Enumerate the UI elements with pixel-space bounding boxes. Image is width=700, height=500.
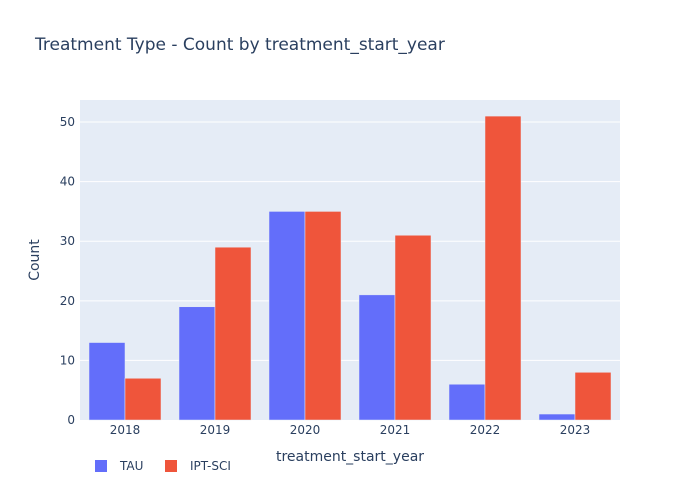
x-tick-label: 2019 (200, 423, 231, 437)
gridlines (80, 121, 620, 361)
bar-ipt-sci-2018[interactable] (124, 378, 162, 421)
y-tick-label: 30 (60, 234, 75, 248)
legend-label: IPT-SCI (190, 459, 231, 473)
y-tick-label: 20 (60, 294, 75, 308)
x-tick-label: 2023 (560, 423, 591, 437)
bars (88, 115, 612, 421)
legend-swatch (95, 460, 107, 472)
y-tick-labels: 0 10 20 30 40 50 (60, 115, 75, 427)
legend-swatch (165, 460, 177, 472)
chart-title: Treatment Type - Count by treatment_star… (34, 35, 445, 55)
y-axis-title: Count (27, 239, 43, 281)
bar-ipt-sci-2023[interactable] (574, 372, 612, 421)
bar-tau-2019[interactable] (178, 306, 216, 421)
y-tick-label: 50 (60, 115, 75, 129)
legend-item-ipt-sci[interactable]: IPT-SCI (165, 459, 231, 473)
bar-tau-2018[interactable] (88, 342, 126, 421)
x-tick-label: 2021 (380, 423, 411, 437)
legend-item-tau[interactable]: TAU (95, 459, 143, 473)
x-tick-label: 2022 (470, 423, 501, 437)
y-tick-label: 0 (67, 413, 75, 427)
legend-label: TAU (119, 459, 143, 473)
bar-ipt-sci-2020[interactable] (304, 211, 342, 421)
bar-ipt-sci-2019[interactable] (214, 246, 252, 421)
bar-tau-2023[interactable] (538, 413, 576, 421)
bar-tau-2020[interactable] (268, 211, 306, 421)
y-tick-label: 40 (60, 175, 75, 189)
bar-ipt-sci-2021[interactable] (394, 235, 432, 421)
x-tick-label: 2018 (110, 423, 141, 437)
plot-area (80, 100, 620, 420)
y-tick-label: 10 (60, 353, 75, 367)
bar-ipt-sci-2022[interactable] (484, 115, 522, 421)
x-tick-label: 2020 (290, 423, 321, 437)
legend[interactable]: TAU IPT-SCI (95, 459, 231, 473)
bar-tau-2022[interactable] (448, 383, 486, 421)
x-tick-labels: 2018 2019 2020 2021 2022 2023 (110, 423, 591, 437)
bar-tau-2021[interactable] (358, 294, 396, 421)
x-axis-title: treatment_start_year (276, 449, 424, 465)
